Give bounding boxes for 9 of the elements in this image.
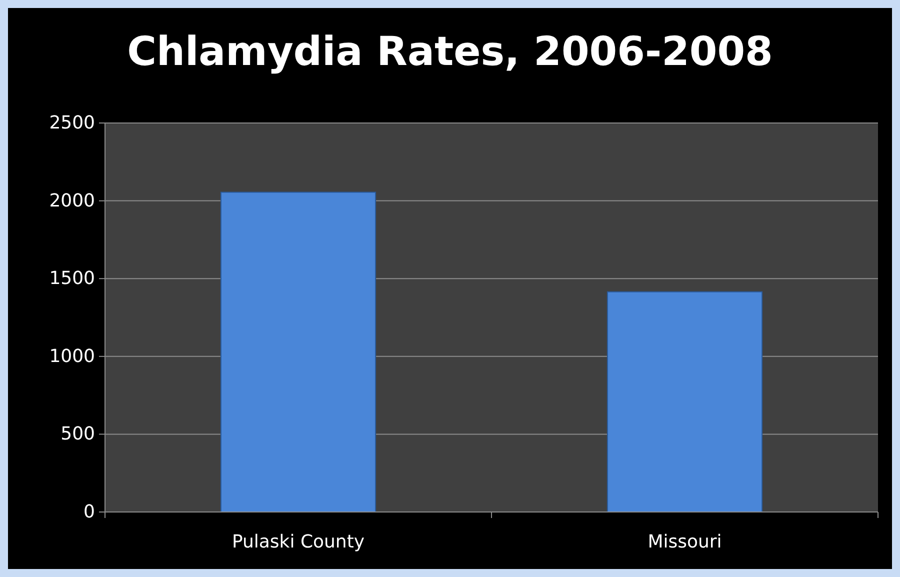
y-tick-label: 500: [60, 424, 95, 445]
chart-title: Chlamydia Rates, 2006-2008: [127, 29, 773, 75]
y-tick-label: 2000: [49, 190, 95, 212]
y-tick-label: 1500: [49, 268, 95, 290]
y-tick-label: 1000: [49, 346, 95, 367]
y-tick-label: 2500: [49, 112, 95, 134]
x-tick-label: Missouri: [648, 532, 722, 552]
x-tick-label: Pulaski County: [232, 532, 365, 552]
y-tick-label: 0: [84, 502, 95, 522]
